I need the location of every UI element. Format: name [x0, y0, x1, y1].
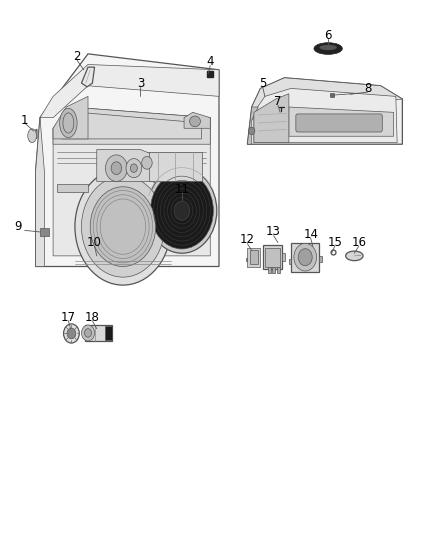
Polygon shape	[53, 96, 88, 139]
Text: 12: 12	[240, 233, 255, 246]
Polygon shape	[283, 253, 286, 261]
Polygon shape	[263, 245, 283, 269]
Polygon shape	[159, 236, 205, 245]
Polygon shape	[53, 107, 210, 256]
Polygon shape	[81, 67, 95, 87]
Text: 10: 10	[87, 236, 102, 249]
Circle shape	[64, 324, 79, 343]
Ellipse shape	[190, 116, 201, 127]
Polygon shape	[319, 256, 322, 262]
Polygon shape	[272, 266, 276, 273]
Polygon shape	[289, 259, 291, 264]
Bar	[330, 93, 334, 97]
Circle shape	[81, 325, 95, 341]
FancyBboxPatch shape	[296, 114, 382, 132]
Text: 3: 3	[137, 77, 144, 90]
Polygon shape	[268, 266, 271, 273]
Text: 6: 6	[325, 29, 332, 42]
Polygon shape	[247, 78, 403, 144]
Circle shape	[106, 155, 127, 181]
Text: 4: 4	[207, 55, 214, 68]
Polygon shape	[106, 326, 112, 340]
Text: 13: 13	[266, 225, 281, 238]
Circle shape	[81, 176, 164, 277]
Text: 1: 1	[21, 114, 28, 127]
Text: 18: 18	[85, 311, 100, 324]
Circle shape	[150, 172, 213, 249]
Polygon shape	[97, 150, 166, 181]
Circle shape	[249, 127, 255, 135]
Circle shape	[294, 244, 317, 271]
Polygon shape	[40, 64, 219, 118]
Text: 9: 9	[14, 220, 22, 233]
Circle shape	[131, 164, 138, 172]
Polygon shape	[158, 192, 208, 235]
Polygon shape	[254, 94, 289, 143]
Polygon shape	[247, 107, 258, 144]
Text: 7: 7	[274, 95, 282, 108]
Polygon shape	[252, 78, 403, 120]
Ellipse shape	[319, 45, 337, 50]
Ellipse shape	[314, 43, 343, 54]
Circle shape	[147, 168, 217, 253]
Circle shape	[85, 329, 92, 337]
Polygon shape	[184, 112, 210, 128]
Ellipse shape	[28, 129, 36, 143]
Polygon shape	[53, 107, 210, 144]
Circle shape	[111, 162, 122, 174]
Polygon shape	[35, 54, 219, 266]
Text: 8: 8	[364, 82, 371, 95]
Polygon shape	[247, 248, 261, 266]
Polygon shape	[57, 184, 88, 192]
Circle shape	[298, 249, 312, 266]
Circle shape	[174, 201, 190, 220]
Polygon shape	[277, 266, 280, 273]
Text: 2: 2	[73, 50, 81, 63]
Polygon shape	[265, 248, 280, 266]
Text: 5: 5	[259, 77, 266, 90]
Circle shape	[90, 187, 155, 266]
Polygon shape	[85, 325, 112, 341]
Polygon shape	[35, 118, 44, 266]
Polygon shape	[149, 152, 201, 181]
Polygon shape	[250, 250, 258, 264]
Polygon shape	[291, 243, 319, 272]
Circle shape	[142, 157, 152, 169]
Circle shape	[67, 328, 76, 339]
Text: 16: 16	[351, 236, 366, 249]
Text: 14: 14	[303, 228, 318, 241]
Text: 11: 11	[174, 183, 189, 196]
Polygon shape	[30, 130, 37, 142]
Ellipse shape	[346, 251, 363, 261]
Polygon shape	[246, 258, 247, 261]
Circle shape	[126, 159, 142, 177]
Polygon shape	[254, 88, 397, 143]
Circle shape	[75, 168, 171, 285]
Text: 15: 15	[327, 236, 342, 249]
Bar	[40, 228, 49, 236]
Ellipse shape	[60, 108, 77, 138]
Polygon shape	[289, 107, 394, 136]
Text: 17: 17	[61, 311, 76, 324]
